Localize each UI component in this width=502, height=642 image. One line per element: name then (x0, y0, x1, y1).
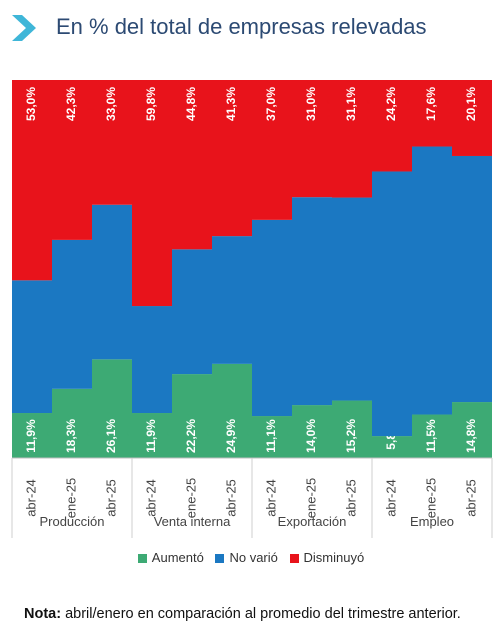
bar-segment-no-vari--11 (452, 155, 492, 403)
data-label-disminuy--9: 24,2% (384, 87, 398, 121)
bar-segment-disminuy--8 (332, 80, 372, 198)
bar-segment-aument--4 (172, 374, 212, 458)
data-label-aument--8: 15,2% (344, 419, 358, 453)
legend-swatch-no-vario (215, 554, 225, 563)
legend-label-no-vario: No varió (229, 550, 278, 565)
legend-swatch-disminuyo (289, 554, 299, 563)
legend-label-disminuyo: Disminuyó (303, 550, 365, 565)
legend-item-disminuyo: Disminuyó (289, 550, 365, 565)
data-label-aument--2: 26,1% (104, 419, 118, 453)
chevron-right-icon (12, 15, 36, 41)
data-label-aument--6: 11,1% (264, 419, 278, 453)
bar-segment-disminuy--9 (372, 80, 412, 172)
data-label-disminuy--10: 17,6% (424, 87, 438, 121)
data-label-disminuy--2: 33,0% (104, 87, 118, 121)
bar-segment-disminuy--10 (412, 80, 452, 147)
chevron-right-icon-shape (12, 15, 36, 41)
bar-segment-no-vari--9 (372, 171, 412, 437)
bar-segment-aument--10 (412, 414, 452, 458)
bar-segment-no-vari--6 (252, 219, 292, 417)
bar-segment-aument--6 (252, 416, 292, 458)
x-tick-label-0: abr-24 (23, 479, 38, 517)
x-tick-label-10: ene-25 (423, 478, 438, 518)
data-label-disminuy--8: 31,1% (344, 87, 358, 121)
data-label-disminuy--1: 42,3% (64, 87, 78, 121)
bar-segment-no-vari--0 (12, 280, 52, 414)
bar-segment-disminuy--0 (12, 80, 52, 281)
data-label-aument--4: 22,2% (184, 419, 198, 453)
bar-segment-disminuy--3 (132, 80, 172, 307)
bar-segment-no-vari--3 (132, 306, 172, 414)
bar-segment-disminuy--1 (52, 80, 92, 240)
x-tick-label-6: abr-24 (263, 479, 278, 517)
group-label-2: Exportación (278, 514, 347, 529)
data-label-aument--3: 11,9% (144, 419, 158, 453)
footnote: Nota: abril/enero en comparación al prom… (24, 606, 484, 623)
chart-legend: Aumentó No varió Disminuyó (0, 550, 502, 565)
data-label-aument--10: 11,5% (424, 419, 438, 453)
data-label-disminuy--6: 37,0% (264, 87, 278, 121)
data-label-disminuy--3: 59,8% (144, 87, 158, 121)
bar-segment-aument--8 (332, 400, 372, 458)
bar-segment-no-vari--10 (412, 146, 452, 415)
x-tick-label-11: abr-25 (463, 479, 478, 517)
bar-segment-aument--1 (52, 388, 92, 458)
data-label-disminuy--4: 44,8% (184, 87, 198, 121)
group-label-0: Producción (39, 514, 104, 529)
data-label-aument--1: 18,3% (64, 419, 78, 453)
data-label-aument--7: 14,0% (304, 419, 318, 453)
data-label-disminuy--7: 31,0% (304, 87, 318, 121)
x-tick-label-1: ene-25 (63, 478, 78, 518)
group-label-3: Empleo (410, 514, 454, 529)
x-tick-label-7: ene-25 (303, 478, 318, 518)
bar-segment-no-vari--1 (52, 239, 92, 389)
bar-segment-aument--3 (132, 413, 172, 458)
bar-segment-disminuy--2 (92, 80, 132, 205)
chart-header: En % del total de empresas relevadas (0, 0, 502, 60)
data-label-disminuy--11: 20,1% (464, 87, 478, 121)
x-tick-label-5: abr-25 (223, 479, 238, 517)
group-label-1: Venta interna (154, 514, 231, 529)
data-label-aument--11: 14,8% (464, 419, 478, 453)
data-label-aument--5: 24,9% (224, 419, 238, 453)
bar-segment-aument--2 (92, 359, 132, 458)
x-tick-label-4: ene-25 (183, 478, 198, 518)
data-label-aument--0: 11,9% (24, 419, 38, 453)
footnote-label: Nota: (24, 606, 62, 622)
bar-segment-aument--7 (292, 405, 332, 458)
x-tick-label-8: abr-25 (343, 479, 358, 517)
data-label-disminuy--5: 41,3% (224, 87, 238, 121)
bar-segment-aument--5 (212, 363, 252, 458)
bar-segment-disminuy--5 (212, 80, 252, 237)
bar-segment-disminuy--6 (252, 80, 292, 220)
x-tick-label-9: abr-24 (383, 479, 398, 517)
chart-title: En % del total de empresas relevadas (56, 14, 427, 39)
stacked-bar-chart: 11,9% 53,0% abr-24 18,3% 42,3% ene-25 26,1% 33,… (11, 80, 493, 538)
bar-segment-no-vari--2 (92, 204, 132, 360)
legend-item-no-vario: No varió (215, 550, 278, 565)
x-tick-label-3: abr-24 (143, 479, 158, 517)
legend-item-aumento: Aumentó (137, 550, 204, 565)
bar-segment-aument--0 (12, 413, 52, 458)
bar-segment-no-vari--8 (332, 197, 372, 401)
bar-segment-no-vari--5 (212, 236, 252, 364)
data-label-disminuy--0: 53,0% (24, 87, 38, 121)
bar-segment-aument--9 (372, 436, 412, 458)
legend-swatch-aumento (137, 554, 147, 563)
legend-label-aumento: Aumentó (151, 550, 204, 565)
bar-segment-disminuy--4 (172, 80, 212, 250)
bar-segment-no-vari--7 (292, 197, 332, 406)
x-tick-label-2: abr-25 (103, 479, 118, 517)
footnote-text: abril/enero en comparación al promedio d… (61, 606, 461, 622)
bar-segment-disminuy--11 (452, 80, 492, 156)
bar-segment-aument--11 (452, 402, 492, 458)
bar-segment-no-vari--4 (172, 249, 212, 375)
bar-segment-disminuy--7 (292, 80, 332, 198)
